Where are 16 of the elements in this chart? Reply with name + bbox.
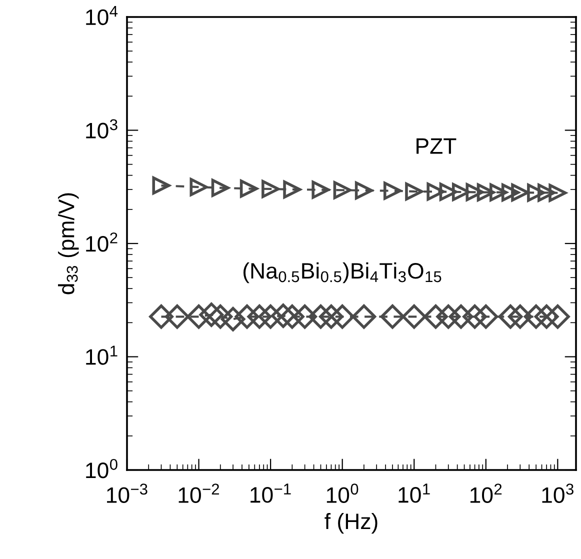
x-tick-label: 10$^{−3}$ xyxy=(107,484,148,503)
y-tick-label: 10$^{1}$ xyxy=(86,346,118,365)
x-tick-label: 10$^{3}$ xyxy=(542,484,574,503)
y-axis-title: d$_{33}$ (pm/V) xyxy=(58,193,79,294)
y-tick-label: 10$^{4}$ xyxy=(86,6,118,26)
x-tick-label: 10$^{0}$ xyxy=(326,484,358,503)
x-tick-label: 10$^{−1}$ xyxy=(250,484,291,503)
y-tick-label: 10$^{3}$ xyxy=(86,119,118,138)
y-tick-label: 10$^{0}$ xyxy=(86,458,118,478)
x-axis-title: f (Hz) xyxy=(324,512,378,534)
x-tick-label: 10$^{−2}$ xyxy=(178,484,219,503)
series-label: PZT xyxy=(416,138,456,154)
x-tick-label: 10$^{2}$ xyxy=(470,484,502,503)
text: (Na$_{0.5}$Bi$_{0.5}$)Bi$_{4}$Ti$_{3}$O$_{15}$ xyxy=(243,262,442,284)
y-tick-label: 10$^{2}$ xyxy=(86,232,118,252)
x-tick-label: 10$^{1}$ xyxy=(398,484,430,503)
